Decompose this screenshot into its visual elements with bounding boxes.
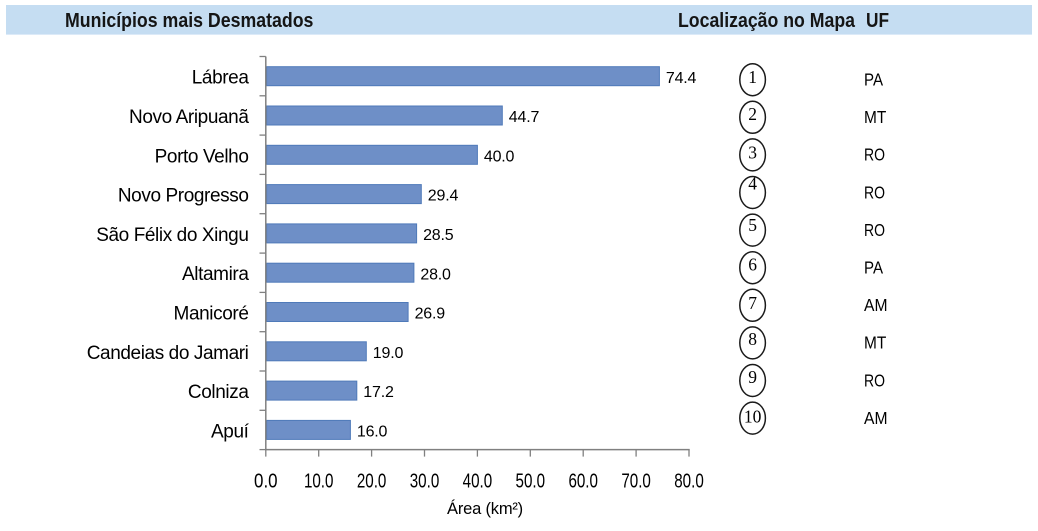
svg-text:Novo Progresso: Novo Progresso	[118, 186, 249, 207]
svg-text:Municípios mais Desmatados: Municípios mais Desmatados	[65, 9, 313, 32]
svg-text:AM: AM	[864, 408, 888, 428]
svg-text:10: 10	[744, 407, 762, 427]
svg-text:28.5: 28.5	[423, 227, 454, 244]
svg-text:26.9: 26.9	[415, 306, 446, 323]
svg-text:10.0: 10.0	[304, 471, 334, 493]
svg-text:80.0: 80.0	[674, 471, 704, 493]
svg-text:Apuí: Apuí	[211, 421, 250, 442]
svg-text:1: 1	[748, 67, 757, 87]
svg-text:Candeias do Jamari: Candeias do Jamari	[87, 343, 249, 364]
svg-text:UF: UF	[866, 9, 889, 32]
svg-text:PA: PA	[864, 258, 883, 278]
svg-text:4: 4	[748, 174, 757, 194]
svg-text:São Félix do Xingu: São Félix do Xingu	[96, 225, 248, 246]
svg-text:0.0: 0.0	[254, 471, 278, 493]
svg-text:5: 5	[748, 215, 757, 235]
svg-text:20.0: 20.0	[357, 471, 387, 493]
svg-text:Lábrea: Lábrea	[192, 68, 250, 89]
svg-text:40.0: 40.0	[463, 471, 493, 493]
svg-text:Colniza: Colniza	[188, 382, 249, 403]
svg-text:16.0: 16.0	[357, 424, 388, 441]
svg-text:19.0: 19.0	[373, 345, 404, 362]
svg-text:Porto Velho: Porto Velho	[155, 146, 249, 167]
svg-text:Área (km²): Área (km²)	[447, 499, 523, 518]
svg-text:Localização no Mapa: Localização no Mapa	[678, 9, 856, 32]
svg-text:Novo Aripuanã: Novo Aripuanã	[129, 107, 249, 128]
svg-text:RO: RO	[864, 145, 885, 165]
svg-text:28.0: 28.0	[420, 266, 451, 283]
svg-text:Manicoré: Manicoré	[174, 304, 249, 325]
svg-text:30.0: 30.0	[410, 471, 440, 493]
svg-text:3: 3	[748, 143, 757, 163]
svg-text:17.2: 17.2	[363, 384, 394, 401]
svg-text:60.0: 60.0	[568, 471, 598, 493]
svg-text:8: 8	[748, 329, 757, 349]
svg-text:2: 2	[748, 104, 757, 124]
svg-text:70.0: 70.0	[621, 471, 651, 493]
svg-text:RO: RO	[864, 182, 885, 202]
svg-text:Altamira: Altamira	[182, 264, 249, 285]
svg-text:RO: RO	[864, 220, 885, 240]
svg-text:40.0: 40.0	[484, 148, 515, 165]
svg-text:MT: MT	[864, 107, 887, 127]
svg-text:9: 9	[748, 367, 757, 387]
svg-text:7: 7	[748, 293, 757, 313]
svg-text:74.4: 74.4	[666, 70, 697, 87]
svg-text:AM: AM	[864, 295, 888, 315]
svg-text:MT: MT	[864, 333, 887, 353]
svg-text:RO: RO	[864, 370, 885, 390]
svg-text:6: 6	[748, 254, 757, 274]
svg-text:50.0: 50.0	[516, 471, 546, 493]
svg-text:PA: PA	[864, 70, 883, 90]
svg-text:44.7: 44.7	[509, 109, 540, 126]
svg-text:29.4: 29.4	[428, 188, 459, 205]
